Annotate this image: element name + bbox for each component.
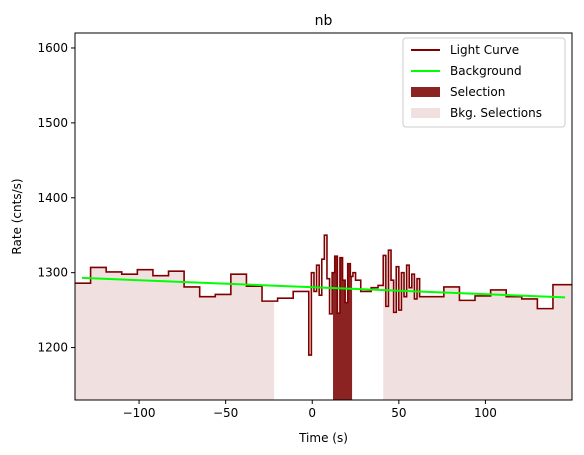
x-tick-label: −100 bbox=[123, 406, 156, 420]
y-tick-label: 1500 bbox=[37, 116, 68, 130]
legend: Light Curve Background Selection Bkg. Selec… bbox=[402, 37, 566, 128]
x-tick-label: 50 bbox=[391, 406, 406, 420]
light-curve-layer bbox=[75, 234, 572, 356]
background-fit-layer bbox=[81, 276, 566, 299]
axis-ticks: −100 −50 0 50 100 1200 1300 1400 1500 1600 bbox=[37, 41, 496, 420]
x-tick-label: 0 bbox=[308, 406, 316, 420]
legend-label: Selection bbox=[450, 85, 505, 99]
x-axis-label: Time (s) bbox=[298, 431, 348, 445]
y-tick-label: 1300 bbox=[37, 266, 68, 280]
legend-label: Light Curve bbox=[450, 43, 519, 57]
light-curve-line bbox=[75, 234, 572, 356]
legend-swatch bbox=[411, 87, 440, 97]
chart-title: nb bbox=[315, 13, 333, 29]
legend-swatch bbox=[411, 108, 440, 118]
bkg-selections-layer bbox=[75, 250, 572, 400]
selection-region bbox=[333, 256, 353, 400]
y-axis-label: Rate (cnts/s) bbox=[10, 178, 24, 254]
y-tick-label: 1600 bbox=[37, 41, 68, 55]
x-tick-label: 100 bbox=[474, 406, 497, 420]
selection-layer bbox=[333, 256, 353, 400]
y-tick-label: 1400 bbox=[37, 191, 68, 205]
legend-label: Background bbox=[450, 64, 522, 78]
legend-box bbox=[402, 37, 566, 128]
bkg-selection-region-1 bbox=[75, 267, 275, 400]
plot-frame bbox=[74, 32, 573, 401]
x-tick-label: −50 bbox=[213, 406, 238, 420]
y-tick-label: 1200 bbox=[37, 341, 68, 355]
background-fit-line bbox=[81, 276, 566, 299]
bkg-selection-region-2 bbox=[383, 250, 572, 400]
legend-label: Bkg. Selections bbox=[450, 106, 542, 120]
